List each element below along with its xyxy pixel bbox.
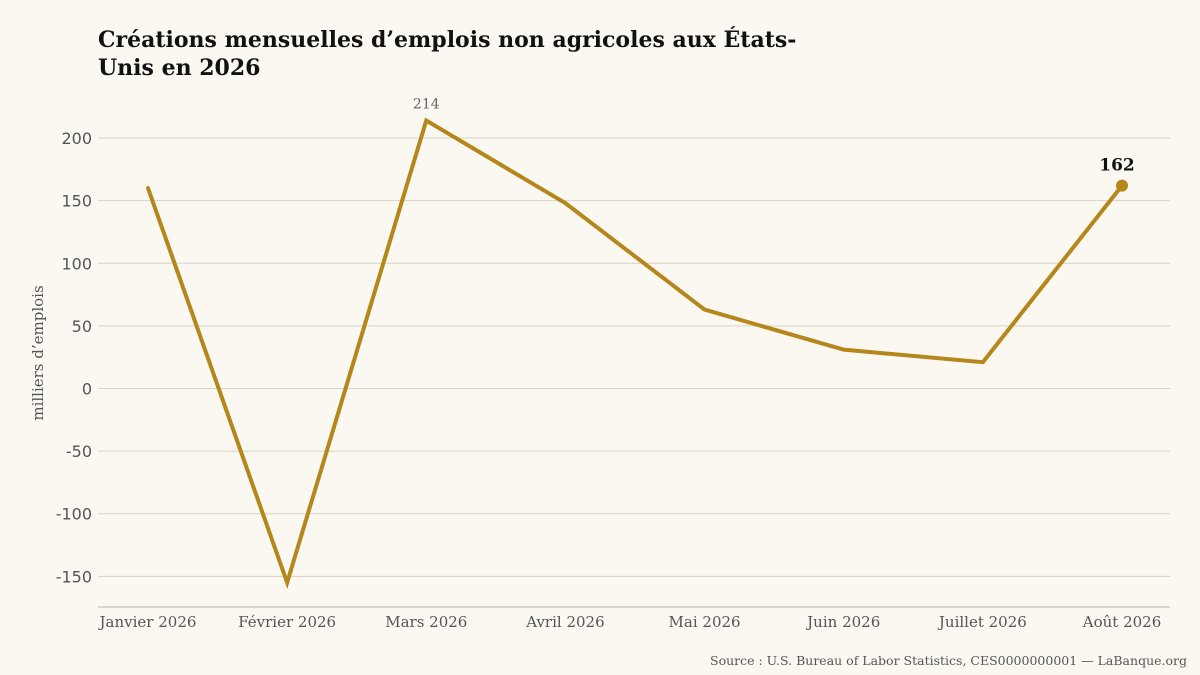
data-label: 214 [413, 96, 440, 112]
y-tick-label: -150 [56, 567, 92, 586]
series-line [146, 117, 1124, 590]
chart-title: Créations mensuelles d’emplois non agric… [98, 27, 797, 81]
last-point-marker [1116, 179, 1128, 192]
x-tick-label: Juillet 2026 [937, 613, 1027, 631]
x-tick-label: Février 2026 [238, 613, 336, 631]
x-tick-label: Avril 2026 [525, 613, 604, 631]
x-tick-label: Août 2026 [1082, 613, 1162, 631]
y-tick-label: -50 [66, 442, 92, 461]
series-layer [146, 117, 1128, 590]
x-tick-label: Mai 2026 [669, 613, 741, 631]
axes: 200 150 100 50 0 -50 -100 -150 Janvier 2026 Févri… [29, 129, 1170, 631]
y-tick-label: 200 [61, 129, 92, 148]
y-tick-label: 50 [72, 317, 92, 336]
y-tick-label: 100 [61, 254, 92, 273]
source-note: Source : U.S. Bureau of Labor Statistics… [710, 653, 1187, 668]
y-tick-label: 0 [82, 380, 92, 399]
data-label: 162 [1099, 156, 1135, 176]
y-tick-label: 150 [61, 192, 92, 211]
x-tick-label: Mars 2026 [385, 613, 467, 631]
x-tick-label: Janvier 2026 [98, 613, 197, 631]
y-tick-label: -100 [56, 505, 92, 524]
labels: 214 162 [413, 96, 1135, 175]
gridlines [98, 137, 1170, 577]
x-tick-label: Juin 2026 [805, 613, 880, 631]
y-axis-label: milliers d’emplois [29, 285, 47, 420]
